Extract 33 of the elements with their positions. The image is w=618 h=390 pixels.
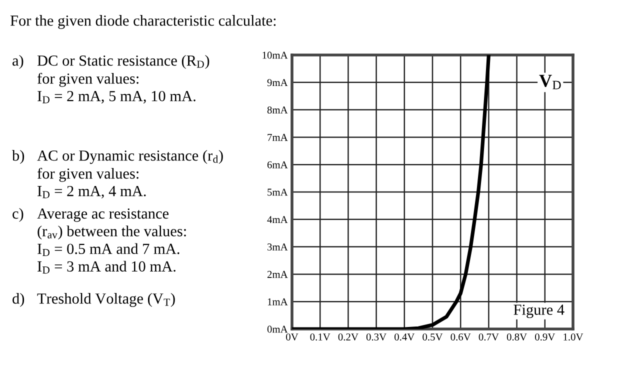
x-tick-label: 0.2V <box>338 333 358 341</box>
x-tick-label: 0.7V <box>478 333 499 341</box>
annotation: Figure 4 <box>514 304 564 318</box>
x-tick-label: 0.9V <box>535 333 556 341</box>
x-tick-label: 0.4V <box>394 333 415 341</box>
text: DC or Static resistance (R$_{D}$) for given values: I$_{D}$ = 2 mA, 5 mA, 10 mA. <box>37 55 210 104</box>
y-tick-label: 3mA <box>268 244 288 251</box>
x-tick-label: 0.5V <box>422 333 443 341</box>
text: a) <box>12 55 24 69</box>
y-tick-label: 4mA <box>267 216 288 224</box>
text: b) <box>12 150 24 164</box>
y-tick-label: 6mA <box>267 161 288 168</box>
annotation: V$_{D}$ <box>539 74 561 90</box>
y-tick-label: 5mA <box>268 188 288 196</box>
y-tick-label: 10mA <box>262 52 288 59</box>
y-tick-label: 7mA <box>268 134 288 141</box>
y-tick-label: 0mA <box>267 326 288 333</box>
text: For the given diode characteristic calculate: <box>10 15 276 29</box>
text: Average ac resistance (r$_{av}$) between the values: I$_{D}$ = 0.5 mA and 7 mA. I$_{D}$ = 3 mA and 10 mA. <box>37 208 186 274</box>
text: d) <box>12 293 24 307</box>
y-tick-label: 1mA <box>268 298 288 306</box>
x-tick-label: 0.3V <box>366 333 386 341</box>
x-tick-label: 0.8V <box>506 333 527 341</box>
x-tick-label: 0.6V <box>450 333 471 341</box>
text: AC or Dynamic resistance (r$_{d}$) for given values: I$_{D}$ = 2 mA, 4 mA. <box>37 150 223 198</box>
text: Treshold Voltage (V$_{T}$) <box>37 293 175 307</box>
x-tick-label: 0V <box>286 333 298 341</box>
text: c) <box>12 208 24 222</box>
y-tick-label: 9mA <box>267 79 288 86</box>
x-tick-label: 1.0V <box>564 333 584 341</box>
y-tick-label: 8mA <box>267 106 288 114</box>
y-tick-label: 2mA <box>267 270 288 278</box>
x-tick-label: 0.1V <box>310 333 330 341</box>
